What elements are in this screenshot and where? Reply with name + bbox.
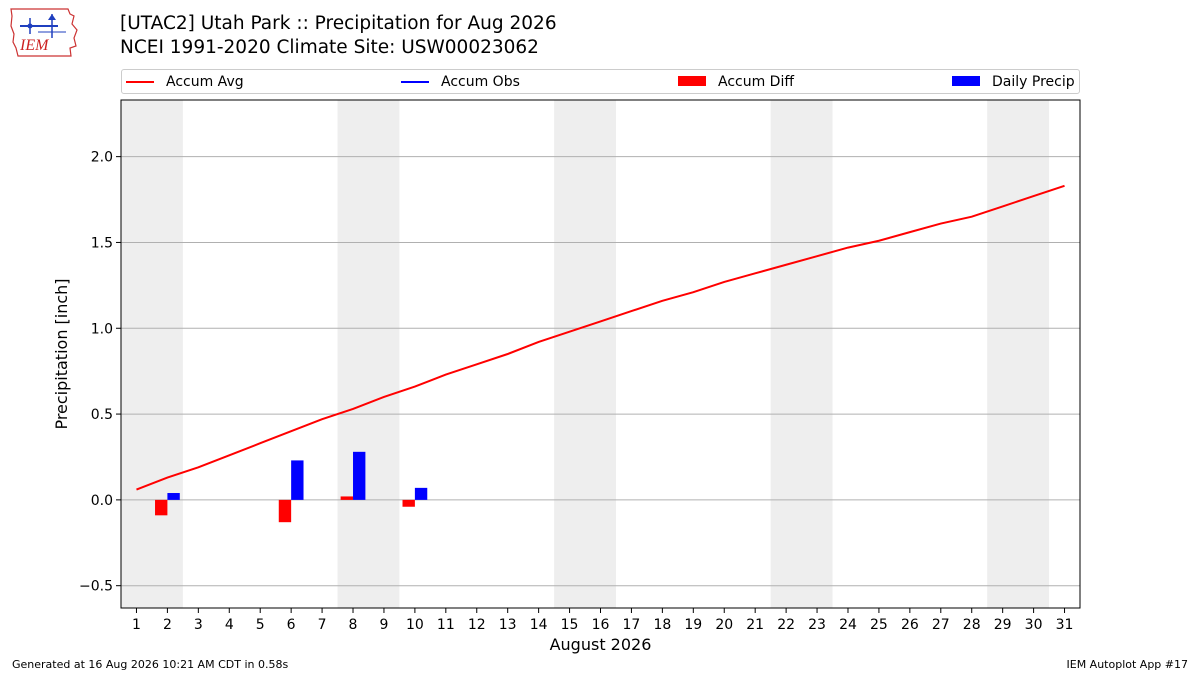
grid-lines: [121, 156, 1080, 587]
x-tick-label: 25: [870, 617, 888, 633]
legend-label: Accum Avg: [166, 74, 244, 90]
x-tick-label: 23: [808, 617, 826, 633]
lines: [136, 184, 1065, 491]
legend-label: Daily Precip: [992, 74, 1075, 90]
x-tick-label: 18: [653, 617, 671, 633]
bar-daily-precip: [353, 451, 366, 500]
weekend-shading: [121, 100, 1050, 608]
weekend-band: [337, 100, 400, 608]
line-accum-avg: [136, 184, 1065, 491]
legend-swatch-blue-line: [401, 81, 429, 83]
axis-ticks: −0.50.00.51.01.52.01 2 3 4 5 6 7 8 9 10 11 12 13 14 15…: [79, 150, 1073, 633]
x-tick-label: 16: [592, 617, 610, 633]
logo-text: IEM: [19, 37, 50, 54]
x-tick-label: 22: [777, 617, 795, 633]
y-tick-label: −0.5: [79, 579, 113, 595]
legend-swatch-red-patch: [678, 76, 706, 86]
x-tick-label: 20: [715, 617, 733, 633]
x-tick-label: 26: [901, 617, 919, 633]
x-tick-label: 9: [379, 617, 388, 633]
legend-item-daily-precip: Daily Precip: [952, 73, 1077, 91]
x-tick-label: 21: [746, 617, 764, 633]
legend-swatch-blue-patch: [952, 76, 980, 86]
weekend-band: [554, 100, 616, 608]
chart-title: [UTAC2] Utah Park :: Precipitation for A…: [120, 13, 557, 34]
x-tick-label: 29: [994, 617, 1012, 633]
legend-item-accum-diff: Accum Diff: [678, 73, 828, 91]
legend-item-accum-obs: Accum Obs: [401, 73, 551, 91]
y-axis-label: Precipitation [inch]: [52, 278, 71, 429]
y-tick-label: 0.5: [91, 407, 113, 423]
footer-generated: Generated at 16 Aug 2026 10:21 AM CDT in…: [12, 658, 289, 671]
x-tick-label: 28: [963, 617, 981, 633]
x-tick-label: 27: [932, 617, 950, 633]
chart-legend: Accum Avg Accum Obs Accum Diff Daily Pre…: [121, 69, 1080, 94]
bar-accum-diff: [278, 499, 292, 523]
x-tick-label: 24: [839, 617, 857, 633]
legend-swatch-red-line: [126, 81, 154, 83]
bar-accum-diff: [340, 496, 354, 500]
x-axis-label: August 2026: [550, 635, 652, 654]
x-tick-label: 7: [318, 617, 327, 633]
x-tick-label: 11: [437, 617, 455, 633]
x-tick-label: 30: [1025, 617, 1043, 633]
x-tick-label: 10: [406, 617, 424, 633]
x-tick-label: 6: [287, 617, 296, 633]
bar-daily-precip: [414, 487, 428, 500]
weekend-band: [770, 100, 833, 608]
chart-subtitle: NCEI 1991-2020 Climate Site: USW00023062: [120, 37, 539, 58]
x-tick-label: 31: [1056, 617, 1074, 633]
weekend-band: [121, 100, 183, 608]
x-tick-label: 13: [499, 617, 517, 633]
x-tick-label: 2: [163, 617, 172, 633]
x-tick-label: 5: [256, 617, 265, 633]
x-tick-label: 14: [530, 617, 548, 633]
x-tick-label: 19: [684, 617, 702, 633]
bar-accum-diff: [402, 499, 415, 507]
bar-accum-diff: [155, 499, 168, 516]
legend-label: Accum Diff: [718, 74, 795, 90]
y-tick-label: 1.5: [91, 235, 113, 251]
bar-daily-precip: [167, 493, 180, 500]
weekend-band: [987, 100, 1050, 608]
y-tick-label: 1.0: [91, 321, 113, 337]
footer-app: IEM Autoplot App #17: [1066, 658, 1189, 671]
legend-item-accum-avg: Accum Avg: [126, 73, 276, 91]
x-tick-label: 17: [623, 617, 641, 633]
x-tick-label: 8: [349, 617, 358, 633]
x-tick-label: 1: [132, 617, 141, 633]
x-tick-label: 15: [561, 617, 579, 633]
y-tick-label: 2.0: [91, 150, 113, 166]
y-tick-label: 0.0: [91, 493, 113, 509]
bar-daily-precip: [291, 460, 304, 500]
legend-label: Accum Obs: [441, 74, 520, 90]
x-tick-label: 3: [194, 617, 203, 633]
x-tick-label: 12: [468, 617, 486, 633]
iem-logo: IEM: [10, 8, 78, 57]
bars: [155, 451, 428, 523]
x-tick-label: 4: [225, 617, 234, 633]
